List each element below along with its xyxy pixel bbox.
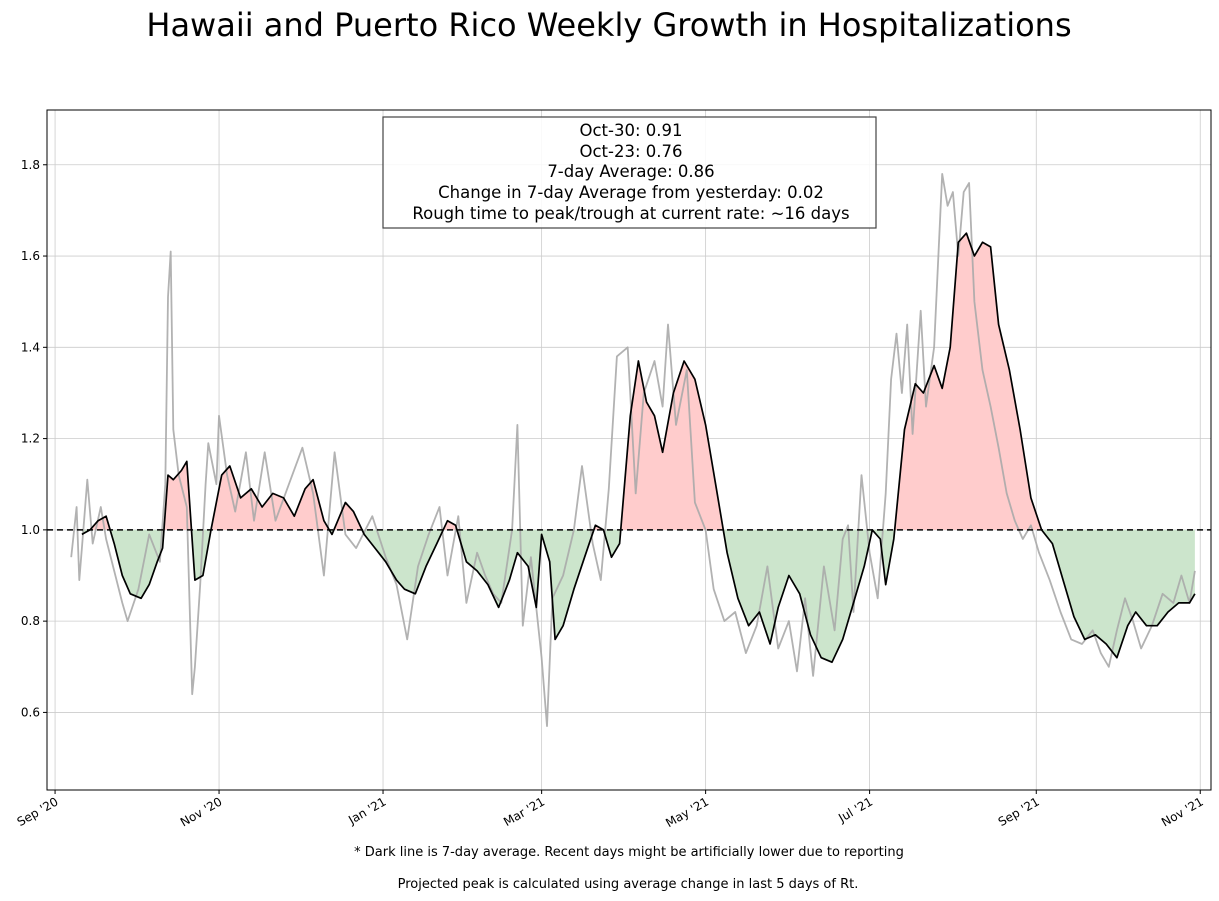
daily-series-line [70, 173, 1196, 727]
plot-frame [46, 109, 1212, 791]
fill-above [894, 233, 1042, 530]
y-tick-label: 0.8 [21, 614, 40, 628]
series-lines [70, 173, 1196, 727]
y-tick-label: 1.2 [21, 432, 40, 446]
info-line: 7-day Average: 0.86 [547, 162, 714, 181]
fill-below [456, 529, 594, 640]
fill-below [603, 529, 621, 558]
info-line: Oct-23: 0.76 [579, 142, 682, 161]
fill-regions [81, 233, 1195, 663]
chart-title: Hawaii and Puerto Rico Weekly Growth in … [146, 6, 1071, 44]
footnote: * Dark line is 7-day average. Recent day… [354, 845, 904, 860]
x-tick-label: Nov '21 [1159, 794, 1206, 829]
y-axis: 0.6 0.8 1.0 1.2 1.4 1.6 1.8 [21, 158, 47, 719]
info-box: Oct-30: 0.91 Oct-23: 0.76 7-day Average:… [382, 116, 877, 229]
x-tick-label: Sep '20 [15, 794, 61, 829]
footnote: Projected peak is calculated using avera… [398, 877, 859, 892]
y-tick-label: 1.4 [21, 340, 40, 354]
x-tick-label: Sep '21 [996, 794, 1042, 829]
x-tick-label: Nov '20 [178, 794, 225, 829]
x-tick-label: May '21 [663, 794, 711, 830]
y-tick-label: 1.8 [21, 158, 40, 172]
y-tick-label: 1.0 [21, 523, 40, 537]
fill-below [110, 529, 164, 599]
info-line: Oct-30: 0.91 [579, 121, 682, 140]
x-tick-label: Jul '21 [835, 794, 875, 825]
info-line: Rough time to peak/trough at current rat… [412, 204, 849, 223]
fill-below [872, 529, 895, 585]
x-tick-label: Mar '21 [501, 794, 547, 829]
x-axis: Sep '20 Nov '20 Jan '21 Mar '21 May '21 Jul '… [15, 790, 1206, 830]
fill-above [333, 502, 363, 530]
x-tick-label: Jan '21 [345, 794, 388, 827]
average-series-line [81, 232, 1196, 664]
info-box-frame [382, 116, 877, 229]
fill-above [90, 516, 111, 530]
y-tick-label: 1.6 [21, 249, 40, 263]
y-tick-label: 0.6 [21, 705, 40, 719]
info-line: Change in 7-day Average from yesterday: … [438, 183, 824, 202]
